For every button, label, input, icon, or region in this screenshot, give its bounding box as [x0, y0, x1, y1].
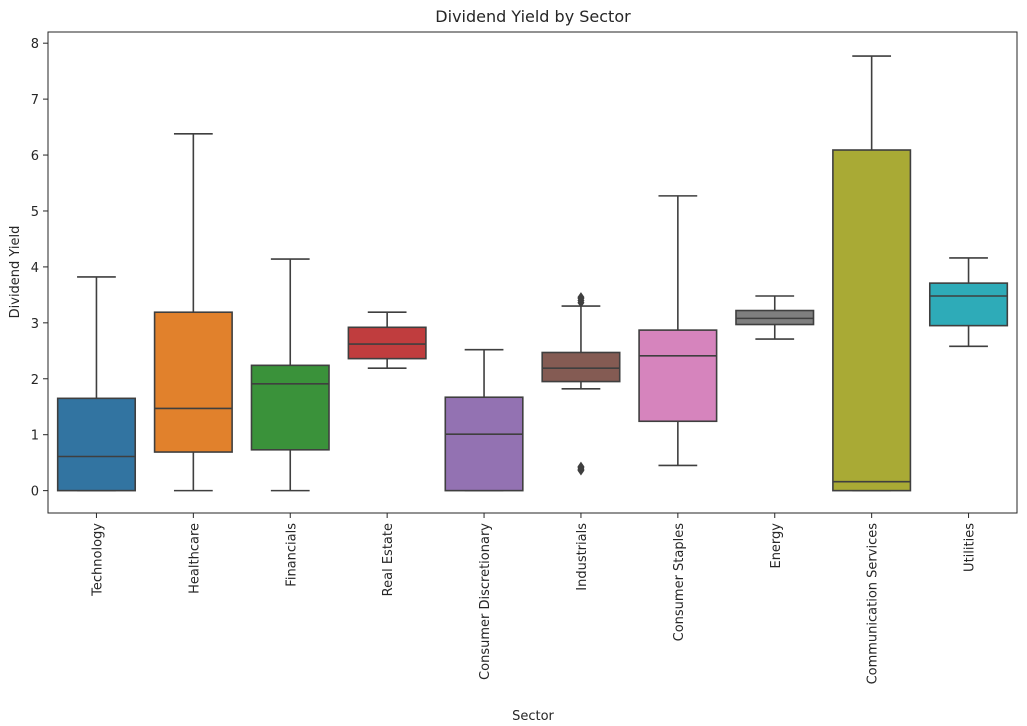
outlier-point	[577, 292, 585, 303]
box-financials	[250, 258, 330, 492]
x-tick-label: Communication Services	[866, 523, 881, 685]
x-tick-label: Consumer Staples	[672, 523, 687, 642]
box-series	[56, 55, 1009, 492]
x-tick-label: Consumer Discretionary	[478, 523, 493, 680]
box-utilities	[928, 257, 1009, 348]
x-tick-label: Utilities	[963, 523, 978, 572]
y-tick-label: 0	[31, 485, 39, 500]
y-tick-label: 4	[31, 261, 39, 276]
box-industrials	[541, 292, 621, 476]
box-real-estate	[347, 311, 427, 369]
outlier-point	[577, 461, 585, 472]
x-tick-label: Real Estate	[381, 523, 396, 596]
y-tick-label: 2	[31, 373, 39, 388]
iqr-box	[638, 329, 718, 423]
box-consumer-discretionary	[444, 348, 524, 492]
iqr-box	[153, 311, 233, 453]
x-tick-label: Industrials	[575, 523, 590, 591]
x-axis-title: Sector	[512, 709, 554, 724]
iqr-box	[347, 326, 427, 360]
iqr-box	[444, 396, 524, 492]
y-tick-label: 1	[31, 429, 39, 444]
x-tick-label: Healthcare	[187, 523, 202, 594]
box-communication-services	[832, 55, 912, 492]
iqr-box	[832, 149, 912, 492]
y-tick-label: 5	[31, 205, 39, 220]
box-healthcare	[153, 132, 233, 492]
box-energy	[735, 295, 815, 340]
y-axis: 0 1 2 3 4 5 6 7 8	[31, 37, 48, 500]
iqr-box	[735, 309, 815, 326]
y-axis-title: Dividend Yield	[8, 226, 23, 319]
box-technology	[56, 276, 137, 492]
x-tick-label: Financials	[284, 523, 299, 587]
iqr-box	[250, 364, 330, 451]
iqr-box	[56, 397, 137, 492]
x-axis: Technology Healthcare Financials Real Estat…	[90, 513, 978, 685]
box-consumer-staples	[638, 195, 718, 467]
chart-title: Dividend Yield by Sector	[435, 7, 631, 26]
x-tick-label: Technology	[90, 523, 105, 597]
iqr-box	[928, 282, 1009, 327]
x-tick-label: Energy	[769, 523, 784, 569]
y-tick-label: 3	[31, 317, 39, 332]
y-tick-label: 6	[31, 149, 39, 164]
plot-area-frame	[47, 31, 1018, 514]
y-tick-label: 7	[31, 93, 39, 108]
iqr-box	[541, 351, 621, 383]
y-tick-label: 8	[31, 37, 39, 52]
